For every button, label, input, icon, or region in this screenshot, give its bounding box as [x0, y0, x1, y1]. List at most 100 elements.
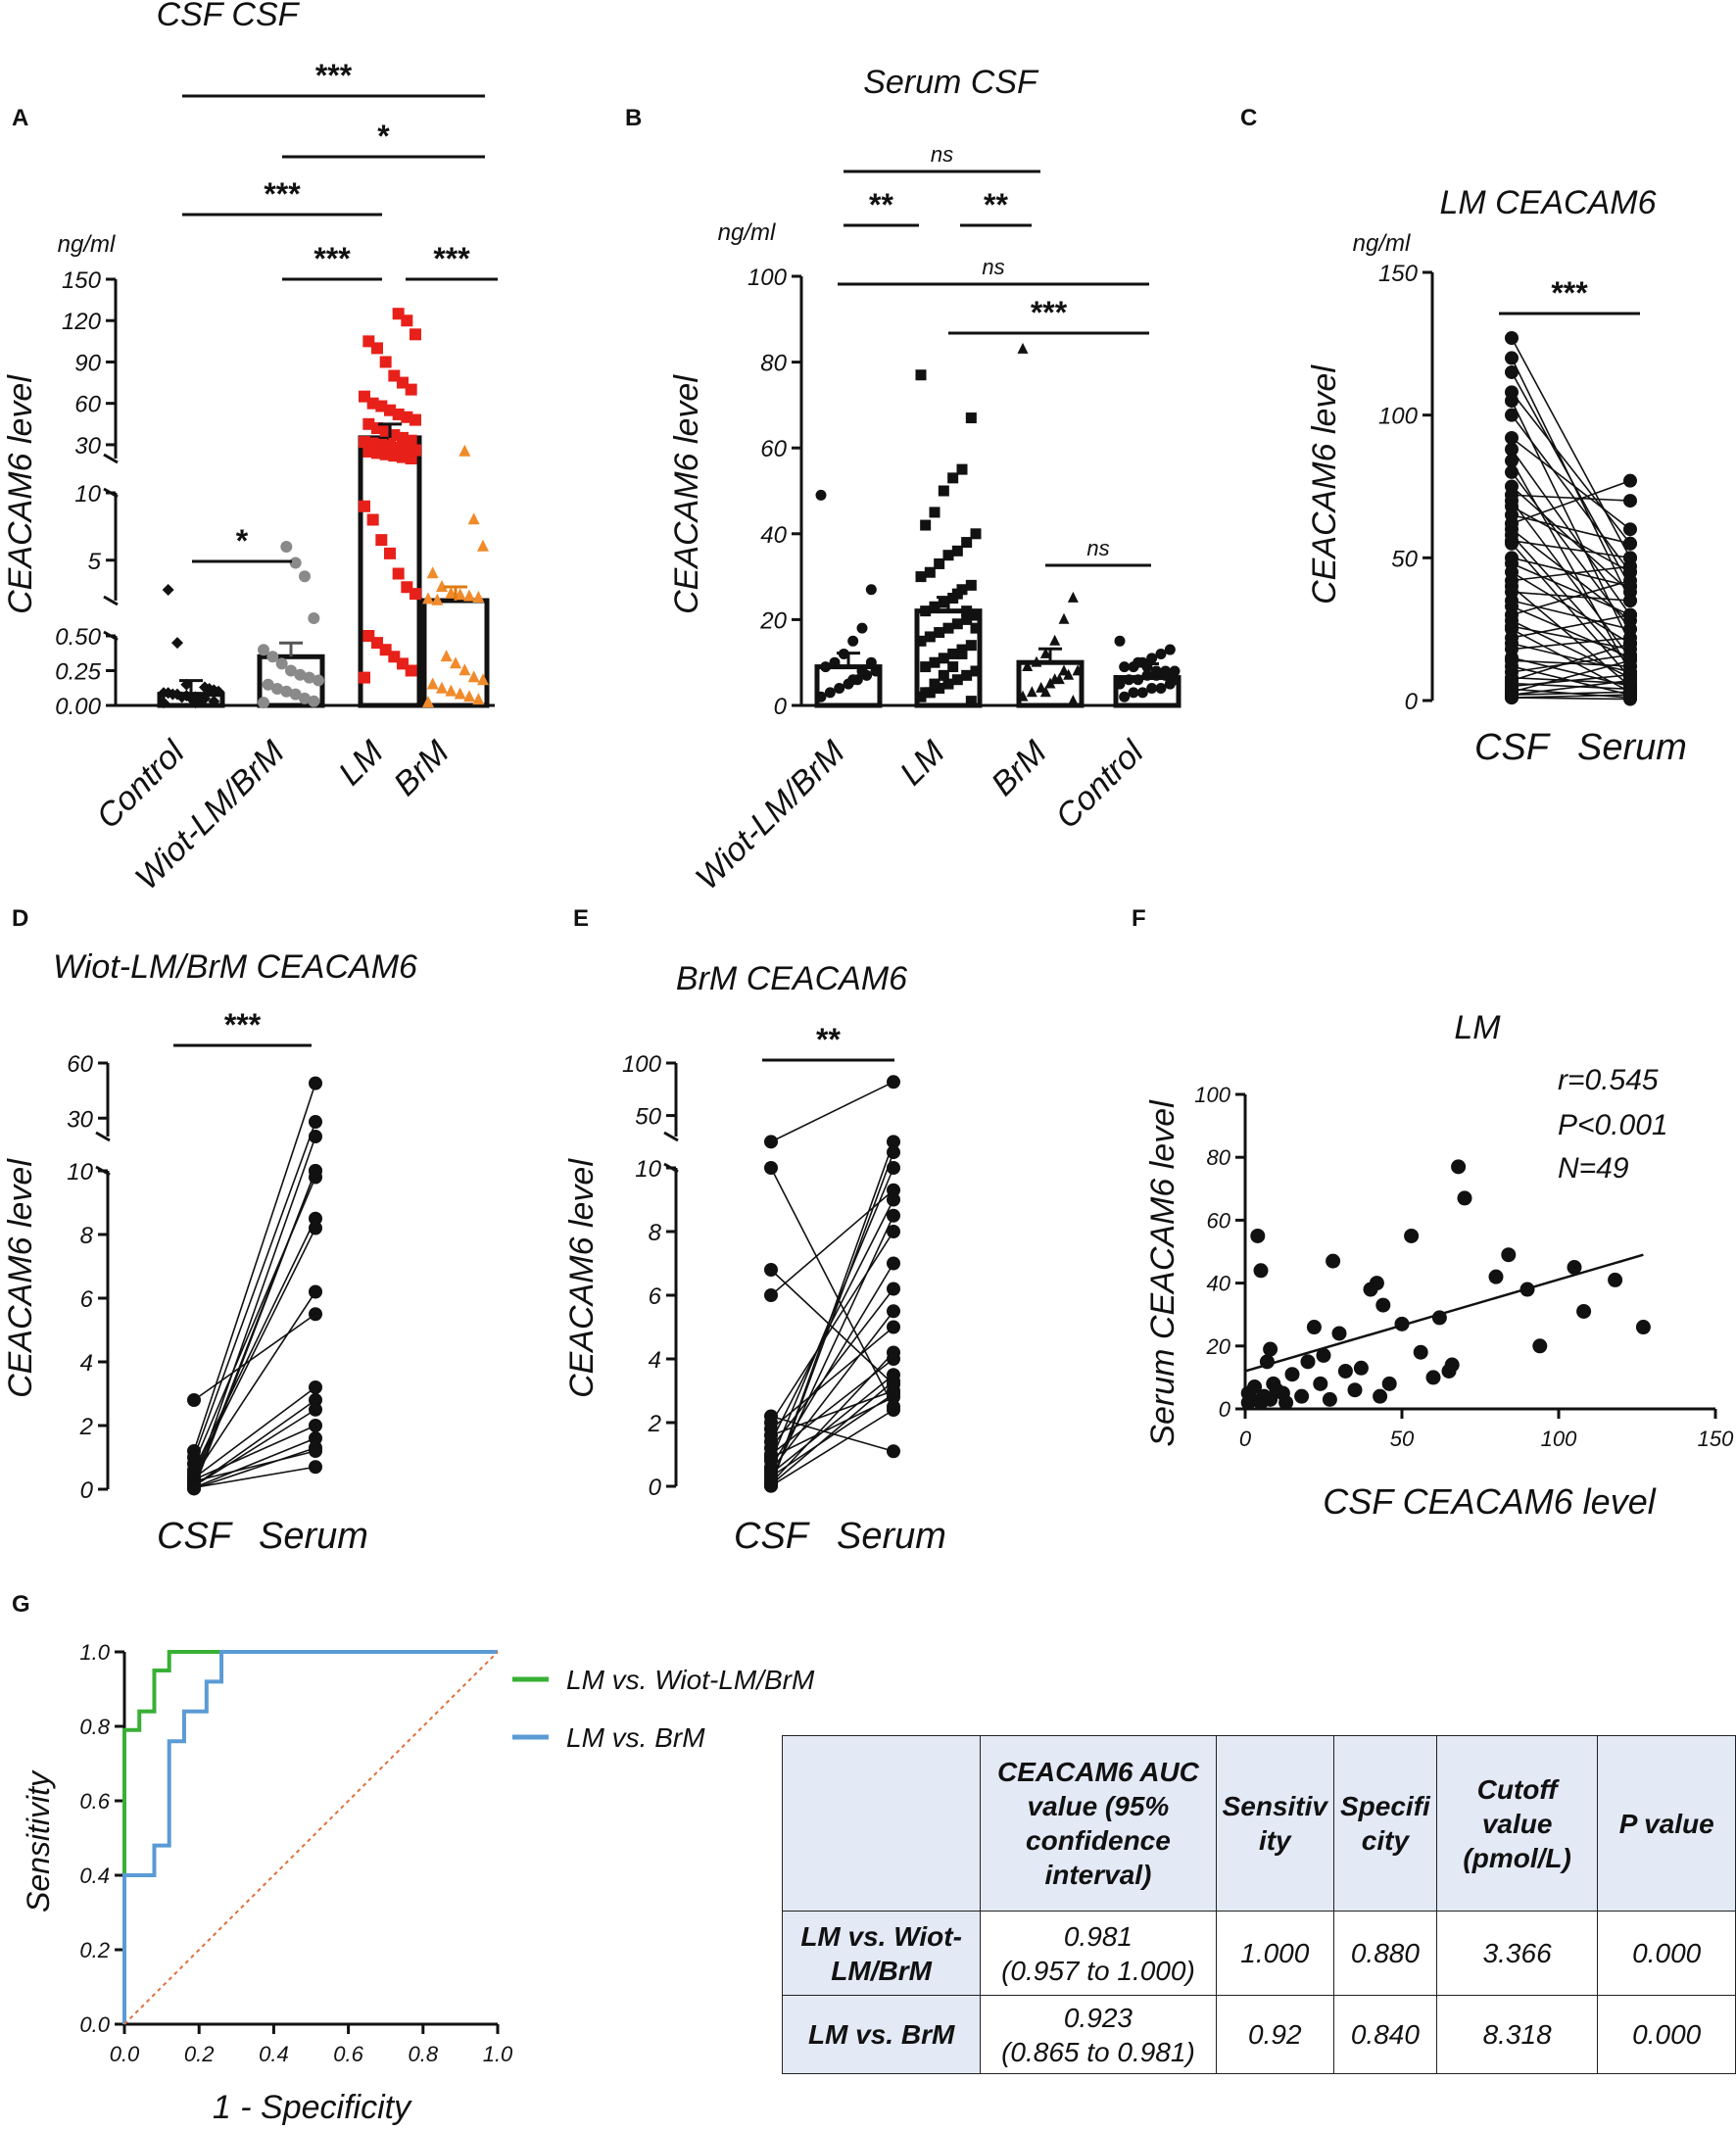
panel-e-point: [764, 1478, 778, 1493]
panel-e-pair-line: [770, 1393, 894, 1477]
panel-b-point: [865, 656, 877, 668]
panel-a-point: [162, 584, 174, 596]
panel-a-point: [359, 390, 370, 403]
panel-a-point: [294, 668, 307, 681]
panel-d-pair-line: [193, 1313, 316, 1401]
panel-a-axis-break: [103, 595, 119, 606]
panel-c-pair-line: [1511, 513, 1631, 545]
panel-f-point: [1394, 1316, 1410, 1331]
panel-b-point: [1114, 678, 1126, 690]
panel-f-point: [1635, 1320, 1651, 1335]
panel-a-point: [410, 328, 421, 341]
panel-a-point: [362, 417, 375, 430]
panel-a-sig-label: ***: [313, 241, 351, 276]
panel-a-point: [375, 534, 388, 547]
panel-b-point: [961, 537, 973, 549]
panel-b-point: [1058, 664, 1070, 676]
panel-f-point: [1608, 1272, 1623, 1287]
panel-f-point: [1337, 1363, 1353, 1379]
panel-b-point: [970, 528, 982, 540]
panel-d-point: [309, 1221, 322, 1235]
panel-d-pair-line: [193, 1121, 316, 1458]
panel-b-point: [1169, 665, 1181, 677]
panel-c-pair-line: [1511, 543, 1631, 679]
panel-f-point: [1519, 1282, 1535, 1297]
panel-f-point: [1284, 1367, 1300, 1382]
panel-d-ytick-label: 10: [67, 1159, 93, 1186]
panel-b-point: [920, 519, 932, 531]
panel-d-point: [309, 1393, 322, 1407]
panel-c-pair-line: [1511, 600, 1631, 630]
panel-b-point: [1017, 342, 1029, 354]
panel-a-point: [299, 570, 311, 583]
table-row-label: LM vs. Wiot-LM/BrM: [781, 1911, 982, 1996]
panel-b-point: [929, 678, 940, 690]
panel-b-point: [929, 656, 940, 668]
panel-d-pair-line: [193, 1409, 316, 1487]
panel-f-point: [1322, 1391, 1337, 1407]
panel-d-point: [309, 1380, 322, 1394]
panel-d-point: [309, 1130, 322, 1143]
panel-a-axis-break: [103, 487, 119, 499]
panel-c-pair-line: [1511, 679, 1631, 696]
panel-a-point: [359, 671, 370, 684]
panel-b-point: [934, 627, 945, 639]
panel-a-sig-label: *: [377, 119, 390, 154]
panel-a-point: [262, 678, 274, 691]
panel-c-xtick-label: CSF: [1474, 727, 1551, 768]
panel-a-point: [258, 697, 269, 709]
panel-b-point: [938, 597, 949, 608]
panel-f-point: [1451, 1159, 1467, 1175]
panel-f-point: [1375, 1297, 1391, 1313]
panel-b-point: [1119, 661, 1131, 673]
panel-d-pair-line: [193, 1083, 316, 1452]
panel-f-ytick-label: 20: [1206, 1334, 1231, 1359]
panel-e-point: [887, 1225, 900, 1238]
panel-g-reference-line: [123, 1651, 499, 2025]
panel-b-point: [951, 618, 963, 630]
panel-b-xtick-label: Wiot-LM/BrM: [689, 733, 852, 896]
panel-e-pair-line: [770, 1231, 894, 1424]
panel-f-stat-p: P<0.001: [1558, 1109, 1668, 1141]
panel-d-point: [309, 1211, 322, 1226]
panel-c-point: [1623, 654, 1637, 668]
panel-a-point: [275, 657, 288, 670]
panel-c-ytick-label: 150: [1378, 261, 1419, 287]
panel-c-point: [1623, 636, 1637, 651]
panel-a-point: [422, 592, 434, 605]
panel-a-point: [289, 688, 302, 701]
panel-b-point: [951, 545, 963, 557]
panel-c-point: [1505, 691, 1519, 705]
panel-b-point: [1123, 674, 1134, 686]
panel-e-point: [887, 1386, 900, 1401]
panel-a-title: CSF CSF: [157, 0, 301, 33]
panel-a-point: [422, 695, 434, 707]
panel-b-ytick-label: 20: [759, 607, 787, 634]
panel-d-title: Wiot-LM/BrM CEACAM6: [53, 948, 417, 986]
panel-g-xtick-label: 1.0: [483, 2042, 513, 2066]
panel-c-pair-line: [1511, 656, 1631, 688]
panel-b-point: [934, 557, 945, 569]
panel-d-point: [309, 1419, 322, 1432]
panel-g-xtick-label: 0.6: [333, 2042, 363, 2066]
panel-b-title: Serum CSF: [863, 64, 1039, 101]
panel-c-point: [1623, 594, 1637, 608]
panel-c-pair-line: [1511, 534, 1631, 667]
panel-a-point: [359, 436, 370, 449]
panel-g-ytick-label: 0.8: [79, 1715, 110, 1739]
panel-g-xtick-label: 0.0: [110, 2042, 140, 2066]
panel-c-pair-line: [1511, 557, 1631, 588]
panel-b-point: [1039, 647, 1051, 658]
panel-b-point: [965, 640, 977, 652]
panel-f-stat-r: r=0.545: [1558, 1064, 1659, 1096]
panel-e-point: [887, 1444, 900, 1459]
panel-d-pair-line: [193, 1291, 316, 1477]
panel-a-sig-label: *: [236, 523, 249, 558]
panel-c-pair-line: [1511, 565, 1631, 582]
panel-letter-e: E: [573, 905, 589, 932]
panel-b-point: [956, 648, 968, 659]
panel-b-point: [956, 463, 968, 475]
panel-c-pair-line: [1511, 642, 1631, 673]
panel-f-point: [1253, 1263, 1269, 1279]
panel-f-xtick-label: 150: [1698, 1427, 1734, 1451]
